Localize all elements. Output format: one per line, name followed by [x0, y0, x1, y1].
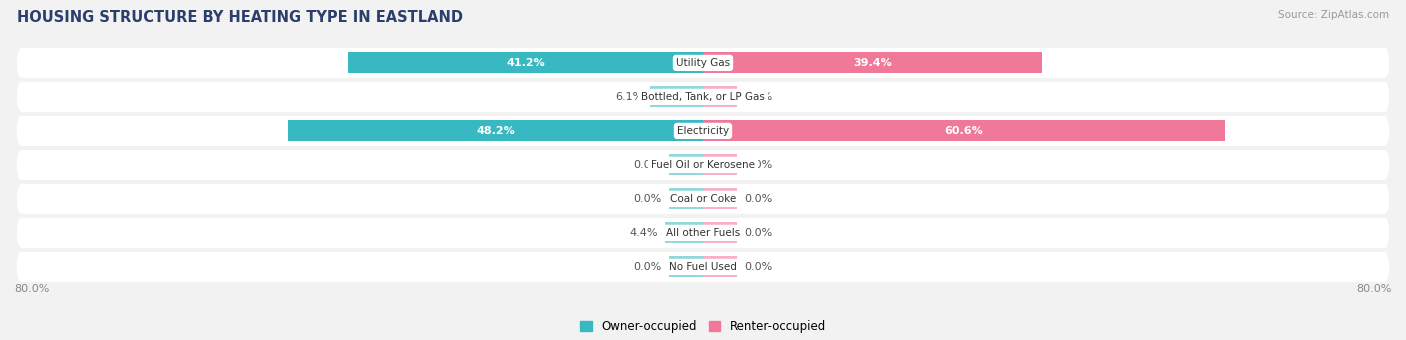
FancyBboxPatch shape — [17, 252, 1389, 282]
Bar — [651, 86, 703, 107]
Bar — [349, 52, 703, 73]
Text: 60.6%: 60.6% — [945, 126, 983, 136]
Bar — [665, 222, 703, 243]
Text: 0.0%: 0.0% — [634, 160, 662, 170]
Bar — [703, 86, 738, 107]
Text: Utility Gas: Utility Gas — [676, 58, 730, 68]
Text: Coal or Coke: Coal or Coke — [669, 194, 737, 204]
Text: All other Fuels: All other Fuels — [666, 228, 740, 238]
Text: 0.0%: 0.0% — [744, 92, 772, 102]
Text: 0.0%: 0.0% — [744, 160, 772, 170]
Text: 39.4%: 39.4% — [853, 58, 891, 68]
Text: 48.2%: 48.2% — [477, 126, 515, 136]
Bar — [669, 188, 703, 209]
Bar — [703, 154, 738, 175]
Bar — [703, 52, 1042, 73]
Bar — [669, 256, 703, 277]
Bar — [703, 120, 1225, 141]
Text: HOUSING STRUCTURE BY HEATING TYPE IN EASTLAND: HOUSING STRUCTURE BY HEATING TYPE IN EAS… — [17, 10, 463, 25]
Text: 0.0%: 0.0% — [744, 194, 772, 204]
Text: Bottled, Tank, or LP Gas: Bottled, Tank, or LP Gas — [641, 92, 765, 102]
Text: 4.4%: 4.4% — [630, 228, 658, 238]
FancyBboxPatch shape — [17, 82, 1389, 112]
Text: 0.0%: 0.0% — [634, 262, 662, 272]
Text: Fuel Oil or Kerosene: Fuel Oil or Kerosene — [651, 160, 755, 170]
Bar — [703, 256, 738, 277]
Text: 80.0%: 80.0% — [14, 284, 49, 294]
Bar — [669, 154, 703, 175]
FancyBboxPatch shape — [17, 48, 1389, 78]
Text: 41.2%: 41.2% — [506, 58, 546, 68]
Text: Electricity: Electricity — [676, 126, 730, 136]
Text: 80.0%: 80.0% — [1357, 284, 1392, 294]
FancyBboxPatch shape — [17, 150, 1389, 180]
Text: 0.0%: 0.0% — [744, 262, 772, 272]
Bar — [288, 120, 703, 141]
Bar — [703, 188, 738, 209]
Text: 0.0%: 0.0% — [634, 194, 662, 204]
Bar — [703, 222, 738, 243]
FancyBboxPatch shape — [17, 116, 1389, 146]
FancyBboxPatch shape — [17, 218, 1389, 248]
FancyBboxPatch shape — [17, 184, 1389, 214]
Legend: Owner-occupied, Renter-occupied: Owner-occupied, Renter-occupied — [575, 315, 831, 338]
Text: Source: ZipAtlas.com: Source: ZipAtlas.com — [1278, 10, 1389, 20]
Text: 6.1%: 6.1% — [616, 92, 644, 102]
Text: 0.0%: 0.0% — [744, 228, 772, 238]
Text: No Fuel Used: No Fuel Used — [669, 262, 737, 272]
